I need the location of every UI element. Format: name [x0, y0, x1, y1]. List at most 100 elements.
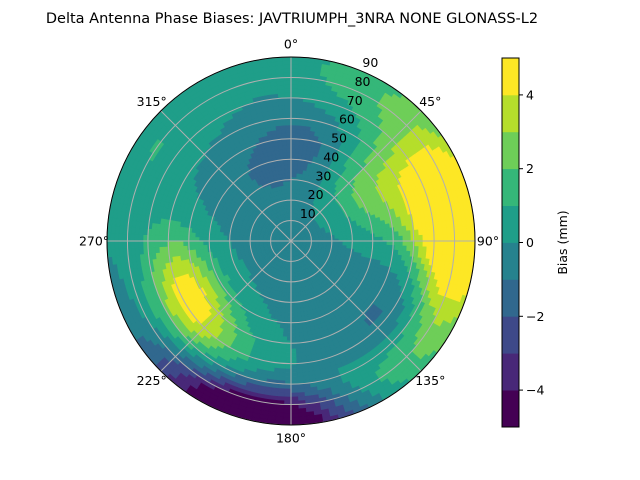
contour-cell	[174, 240, 180, 247]
contour-cell	[162, 246, 168, 253]
contour-cell	[202, 240, 208, 246]
contour-cell	[194, 240, 200, 246]
contour-cell	[410, 235, 416, 242]
contour-cell	[285, 124, 292, 130]
contour-cell	[198, 236, 204, 242]
contour-cell	[281, 336, 288, 342]
contour-cell	[297, 323, 303, 330]
contour-cell	[296, 376, 304, 382]
contour-cell	[290, 352, 297, 358]
contour-cell	[296, 112, 303, 118]
contour-cell	[366, 240, 372, 245]
contour-cell	[194, 244, 200, 250]
contour-cell	[214, 243, 220, 248]
contour-cell	[286, 140, 292, 146]
contour-cell	[294, 324, 299, 330]
contour-cell	[402, 230, 408, 237]
contour-cell	[394, 235, 400, 242]
contour-cell	[398, 245, 404, 252]
contour-cell	[382, 240, 388, 246]
contour-cell	[386, 231, 392, 238]
contour-cell	[295, 356, 302, 362]
contour-cell	[280, 352, 287, 358]
contour-cell	[280, 120, 287, 126]
contour-cell	[295, 124, 302, 130]
contour-cell	[285, 116, 292, 122]
contour-cell	[284, 164, 289, 170]
contour-cell	[366, 233, 372, 238]
contour-cell	[290, 104, 298, 110]
contour-cell	[210, 240, 216, 245]
contour-cell	[293, 300, 297, 306]
contour-cell	[174, 235, 180, 242]
contour-cell	[162, 235, 168, 242]
polar-plot: 0°45°90°135°180°225°270°315° 10203040506…	[79, 37, 499, 446]
contour-cell	[210, 237, 216, 242]
contour-cell	[279, 364, 286, 370]
contour-cell	[290, 364, 297, 370]
contour-cell	[284, 104, 292, 110]
contour-cell	[285, 360, 292, 366]
contour-cell	[284, 372, 292, 378]
contour-cell	[280, 348, 287, 354]
contour-cell	[284, 376, 292, 382]
contour-cell	[281, 132, 287, 138]
contour-cell	[295, 116, 303, 122]
contour-cell	[290, 144, 296, 150]
contour-cell	[182, 231, 188, 237]
contour-cell	[281, 344, 287, 350]
contour-cell	[284, 172, 289, 178]
contour-cell	[418, 229, 424, 236]
contour-cell	[296, 372, 304, 378]
contour-cell	[414, 229, 420, 236]
contour-cell	[285, 176, 289, 182]
contour-cell	[426, 234, 432, 242]
contour-cell	[280, 128, 287, 134]
contour-cell	[290, 316, 295, 322]
contour-cell	[374, 244, 380, 249]
contour-cell	[398, 230, 404, 237]
contour-cell	[426, 228, 432, 236]
contour-cell	[293, 304, 298, 310]
contour-cell	[280, 124, 287, 130]
contour-cell	[154, 234, 160, 242]
contour-cell	[290, 336, 296, 342]
contour-cell	[178, 235, 184, 242]
contour-cell	[402, 235, 408, 242]
contour-cell	[350, 235, 356, 239]
contour-cell	[293, 308, 298, 314]
contour-cell	[154, 240, 160, 248]
contour-cell	[290, 372, 298, 378]
contour-cell	[366, 237, 372, 242]
contour-cell	[166, 240, 172, 247]
contour-cell	[154, 246, 160, 254]
contour-cell	[287, 160, 292, 166]
contour-cell	[222, 243, 228, 248]
contour-cell	[398, 235, 404, 242]
contour-cell	[410, 229, 416, 237]
contour-cell	[402, 245, 408, 252]
contour-cell	[374, 236, 380, 242]
contour-cell	[296, 108, 303, 114]
contour-cell	[290, 376, 298, 382]
contour-cell	[279, 360, 287, 366]
contour-cell	[170, 240, 176, 247]
contour-cell	[406, 240, 412, 247]
contour-cell	[282, 148, 288, 154]
contour-cell	[294, 328, 300, 334]
contour-cell	[290, 140, 296, 146]
contour-cell	[418, 240, 424, 248]
contour-cell	[286, 148, 292, 154]
chart-title: Delta Antenna Phase Biases: JAVTRIUMPH_3…	[46, 11, 538, 27]
contour-cell	[285, 352, 292, 358]
contour-cell	[426, 246, 432, 254]
contour-cell	[294, 148, 300, 154]
contour-cell	[290, 116, 297, 122]
contour-cell	[279, 108, 286, 114]
contour-cell	[158, 229, 164, 236]
contour-cell	[295, 132, 301, 138]
contour-cell	[286, 336, 292, 342]
contour-cell	[218, 243, 224, 248]
contour-cell	[422, 246, 428, 254]
